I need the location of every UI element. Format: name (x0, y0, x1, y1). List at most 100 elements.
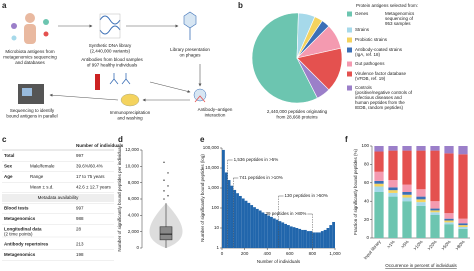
table-cell: Metagenomics (4, 216, 36, 221)
sequencer-screen (22, 88, 32, 96)
bar-segment (430, 146, 440, 151)
annotation: 130 peptides in >50% (285, 193, 328, 198)
bar-segment (374, 186, 384, 192)
annotation: 1,536 peptides in >5% (234, 157, 279, 162)
bar-segment (416, 199, 426, 203)
y-axis-label: Number of significantly bound peptides (… (200, 154, 205, 242)
outlier (163, 161, 165, 164)
bar-segment (430, 208, 440, 211)
histogram-bar (318, 232, 321, 248)
annotation: 39 peptides in >80% (265, 211, 306, 216)
outlier (167, 194, 169, 197)
bar-segment (416, 189, 426, 197)
text-line: IEDB, random peptides) (355, 105, 404, 110)
table-cell: Antibody repertoires (4, 242, 49, 247)
antibody-icon (109, 73, 131, 85)
y-tick-label: 60 (364, 180, 370, 185)
bar-segment (458, 225, 468, 227)
histogram-bar (244, 200, 248, 248)
bar-segment (388, 196, 398, 238)
bar-segment (374, 151, 384, 172)
x-tick-label: 0 (221, 251, 224, 256)
bar-segment (402, 150, 412, 185)
histogram-bar (227, 180, 231, 248)
table-cell: 39.6%/60.4% (76, 164, 103, 169)
bar-segment (444, 153, 454, 214)
histogram-bar (298, 228, 302, 248)
histogram-bar (222, 149, 225, 248)
histogram-bar (230, 185, 234, 248)
bar-segment (402, 146, 412, 151)
legend-label: Genes (355, 11, 369, 16)
histogram-bar (323, 229, 327, 248)
table-cell: 17 to 75 years (76, 174, 105, 179)
legend-swatch (347, 85, 352, 91)
bar-segment (430, 201, 440, 209)
table-cell: 997 (76, 153, 84, 158)
outlier (167, 172, 169, 174)
y-tick-label: 2,000 (128, 229, 140, 234)
x-tick-label: >50% (440, 239, 451, 251)
bar-segment (458, 228, 468, 238)
y-tick-label: 100,000 (203, 145, 220, 150)
histogram-bar (301, 229, 304, 248)
blood-tube (95, 74, 100, 90)
histogram-bar (284, 223, 287, 248)
text-line: metagenomics sequencing (3, 55, 57, 60)
table-cell: 988 (76, 216, 84, 221)
x-tick-label: 1,000 (329, 251, 341, 256)
table-cell: 213 (76, 242, 84, 247)
table-cell: Metagenomics (4, 252, 36, 257)
y-tick-label: 6,000 (128, 196, 140, 201)
histogram-bar (270, 216, 273, 248)
histogram-bar (315, 232, 319, 248)
table-cell: Mean ± s.d. (30, 185, 53, 190)
text-line: Antibodies from blood samples (81, 57, 143, 62)
bar-segment (444, 224, 454, 238)
histogram-bar (306, 231, 310, 248)
y-tick-label: 12,000 (125, 147, 139, 152)
text-line: Synthetic DNA library (89, 43, 132, 48)
bar-segment (416, 146, 426, 151)
table-header: Number of individuals (76, 143, 124, 148)
x-tick-label: >5% (400, 239, 410, 249)
text-line: human peptides from the (355, 100, 405, 105)
x-tick-label: >1% (386, 239, 396, 249)
pie-slice (296, 57, 330, 99)
histogram-bar (329, 225, 333, 248)
panel-label: b (238, 1, 243, 10)
text-line: bound antigens in parallel (6, 114, 57, 119)
histogram-bar (233, 189, 237, 248)
x-tick-label: 200 (241, 251, 249, 256)
panel-label: f (345, 135, 348, 144)
pie-slice (296, 47, 343, 91)
microbe (43, 19, 49, 25)
y-tick-label: 4,000 (128, 213, 140, 218)
panel-label: d (118, 135, 123, 144)
histogram-bar (224, 172, 228, 248)
bar-segment (374, 171, 384, 181)
text-line: Antibody–antigen (198, 107, 233, 112)
x-tick-label: 800 (309, 251, 317, 256)
bar-segment (402, 201, 412, 238)
bead-icon (120, 93, 140, 107)
y-axis-label: Number of significantly bound peptides p… (117, 146, 122, 251)
histogram-bar (255, 208, 259, 248)
bar-segment (416, 202, 426, 206)
panel-label: e (200, 135, 205, 144)
text-line: (positive/negative controls of (355, 90, 413, 95)
microbe (11, 23, 17, 29)
histogram-bar (236, 193, 239, 248)
bar-segment (444, 213, 454, 219)
y-tick-label: 20 (364, 217, 370, 222)
legend-label: Strains (355, 27, 370, 32)
text-line: Library presentation (170, 47, 210, 52)
legend-label: Antibody-coated strains (355, 47, 403, 52)
legend-swatch (347, 71, 352, 77)
legend-swatch (347, 61, 352, 67)
bar-segment (430, 212, 440, 215)
bar-segment (444, 146, 454, 154)
table-cell: Age (4, 174, 13, 179)
x-axis-label: Number of individuals (257, 259, 301, 264)
histogram-bar (332, 221, 335, 248)
